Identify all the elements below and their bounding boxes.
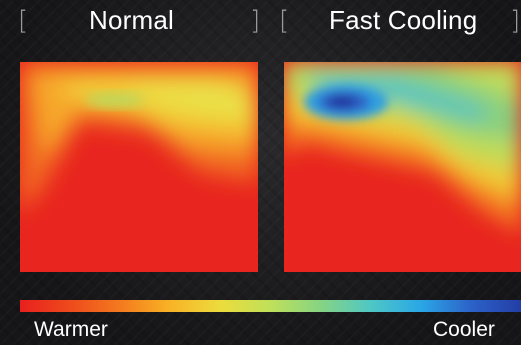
heatmap-fast-cooling (284, 62, 521, 272)
panel-title-fast-cooling: Fast Cooling (329, 5, 478, 35)
left-open-bracket: [ (18, 6, 29, 36)
color-scale-bar (20, 300, 521, 312)
right-open-bracket: [ (279, 6, 290, 36)
right-close-bracket: ] (510, 6, 521, 36)
heatmap-normal (20, 62, 258, 272)
left-close-bracket: ] (250, 6, 261, 36)
scale-label-warmer: Warmer (34, 318, 108, 341)
panel-title-normal: Normal (89, 5, 174, 35)
scale-label-cooler: Cooler (433, 318, 495, 341)
